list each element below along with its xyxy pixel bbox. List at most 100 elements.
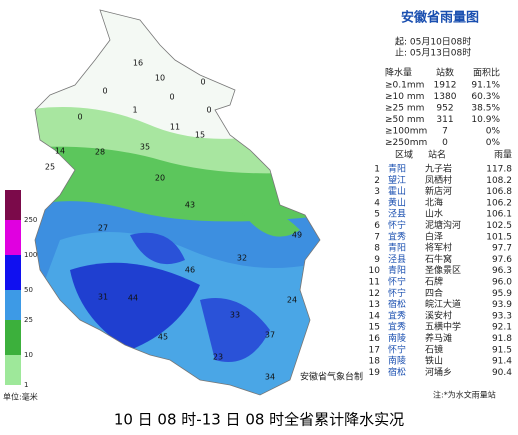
ranking-cell: 3 [374,187,380,197]
stats-cell: 311 [436,115,453,125]
stats-cell: ≥250mm [385,138,427,148]
legend-label: 100 [24,251,37,259]
station-value: 31 [98,293,108,302]
ranking-cell: 106.1 [486,210,512,220]
ranking-cell: 怀宁 [388,287,406,299]
ranking-cell: 93.9 [492,300,512,310]
station-value: 24 [287,296,297,305]
ranking-cell: 96.3 [492,266,512,276]
ranking-cell: 宜秀 [388,321,406,333]
ranking-cell: 怀宁 [388,276,406,288]
station-value: 0 [102,87,107,96]
stats-cell: 0% [486,138,501,148]
ranking-cell: 青阳 [388,242,406,254]
ranking-table: 区域 站名 雨量 1 青阳 九子岩 117.8 2 望江 凤栖村 108.2 3 霍山 新店河 106.8 4… [369,149,513,378]
ranking-cell: 将军村 [425,242,452,254]
station-value: 32 [237,254,247,263]
ranking-cell: 北海 [425,196,443,208]
ranking-cell: 黄山 [388,196,406,208]
ranking-cell: 怀宁 [388,343,406,355]
stats-cell: ≥0.1mm [385,81,424,91]
station-value: 46 [185,266,195,275]
ranking-header: 雨量 [494,150,512,161]
station-value: 16 [133,59,143,68]
stats-cell: 10.9% [471,115,500,125]
station-value: 25 [45,163,55,172]
ranking-cell: 96.0 [492,278,512,288]
station-value: 14 [55,147,65,156]
legend-swatch [5,355,21,385]
station-value: 0 [200,78,205,87]
station-value: 44 [128,294,138,303]
stats-cell: ≥100mm [385,127,427,137]
ranking-cell: 91.4 [492,357,512,367]
ranking-cell: 泾县 [388,253,406,265]
stats-cell: 38.5% [471,104,500,114]
station-value: 10 [155,74,165,83]
stats-cell: 7 [442,127,448,137]
station-value: 1 [132,106,137,115]
caption: 10 日 08 时-13 日 08 时全省累计降水实况 [114,411,404,429]
ranking-cell: 南陵 [388,355,406,367]
legend-swatch [5,220,21,255]
ranking-cell: 18 [369,357,381,367]
ranking-cell: 望江 [388,174,406,186]
province-outline [34,9,321,396]
ranking-cell: 4 [374,198,380,208]
ranking-cell: 95.9 [492,289,512,299]
ranking-cell: 养马滩 [425,332,452,344]
ranking-cell: 皖江大道 [425,298,461,310]
ranking-cell: 南陵 [388,332,406,344]
ranking-cell: 宜秀 [388,230,406,242]
map-title: 安徽省雨量图 [401,10,479,26]
station-value: 11 [170,123,180,132]
station-value: 33 [230,311,240,320]
ranking-cell: 97.6 [492,255,512,265]
ranking-cell: 106.8 [486,187,512,197]
legend-label: 25 [24,316,33,324]
stats-header: 站数 [436,67,454,79]
station-value: 27 [98,224,108,233]
period-end: 止: 05月13日08时 [395,47,471,59]
ranking-cell: 108.2 [486,176,512,186]
ranking-cell: 97.7 [492,244,512,254]
legend-unit: 单位:毫米 [3,392,38,402]
ranking-cell: 6 [374,221,380,231]
stats-table: 降水量 站数 面积比 ≥0.1mm 1912 91.1% ≥10 mm 1380 60.3% ≥2… [385,67,500,149]
ranking-cell: 101.5 [486,232,512,242]
legend-swatch [5,255,21,290]
ranking-cell: 四合 [425,287,443,299]
station-value: 20 [155,174,165,183]
credit: 安徽省气象台制 [300,371,363,383]
ranking-cell: 山水 [425,208,443,220]
stats-cell: 91.1% [471,81,500,91]
ranking-cell: 16 [369,334,381,344]
ranking-cell: 12 [369,289,380,299]
ranking-cell: 117.8 [486,165,512,175]
ranking-cell: 石镜 [425,343,443,355]
ranking-cell: 92.1 [492,323,512,333]
legend-swatch [5,320,21,355]
legend-label: 250 [24,216,37,224]
ranking-header: 站名 [428,149,446,161]
ranking-cell: 8 [374,244,380,254]
stats-header: 面积比 [473,67,500,79]
ranking-cell: 石牌 [425,276,443,288]
ranking-cell: 凤栖村 [425,174,452,186]
ranking-cell: 91.5 [492,345,512,355]
ranking-cell: 2 [374,176,380,186]
ranking-cell: 青阳 [388,264,406,276]
station-value: 0 [77,113,82,122]
stats-cell: 0% [486,127,501,137]
stats-cell: ≥50 mm [385,115,424,125]
legend-swatch [5,190,21,220]
ranking-cell: 溪安村 [425,309,452,321]
ranking-cell: 铁山 [425,355,443,367]
ranking-cell: 宿松 [388,298,406,310]
ranking-cell: 宜秀 [388,309,406,321]
legend-label: 10 [24,351,33,359]
legend-swatch [5,290,21,320]
station-value: 37 [265,331,275,340]
